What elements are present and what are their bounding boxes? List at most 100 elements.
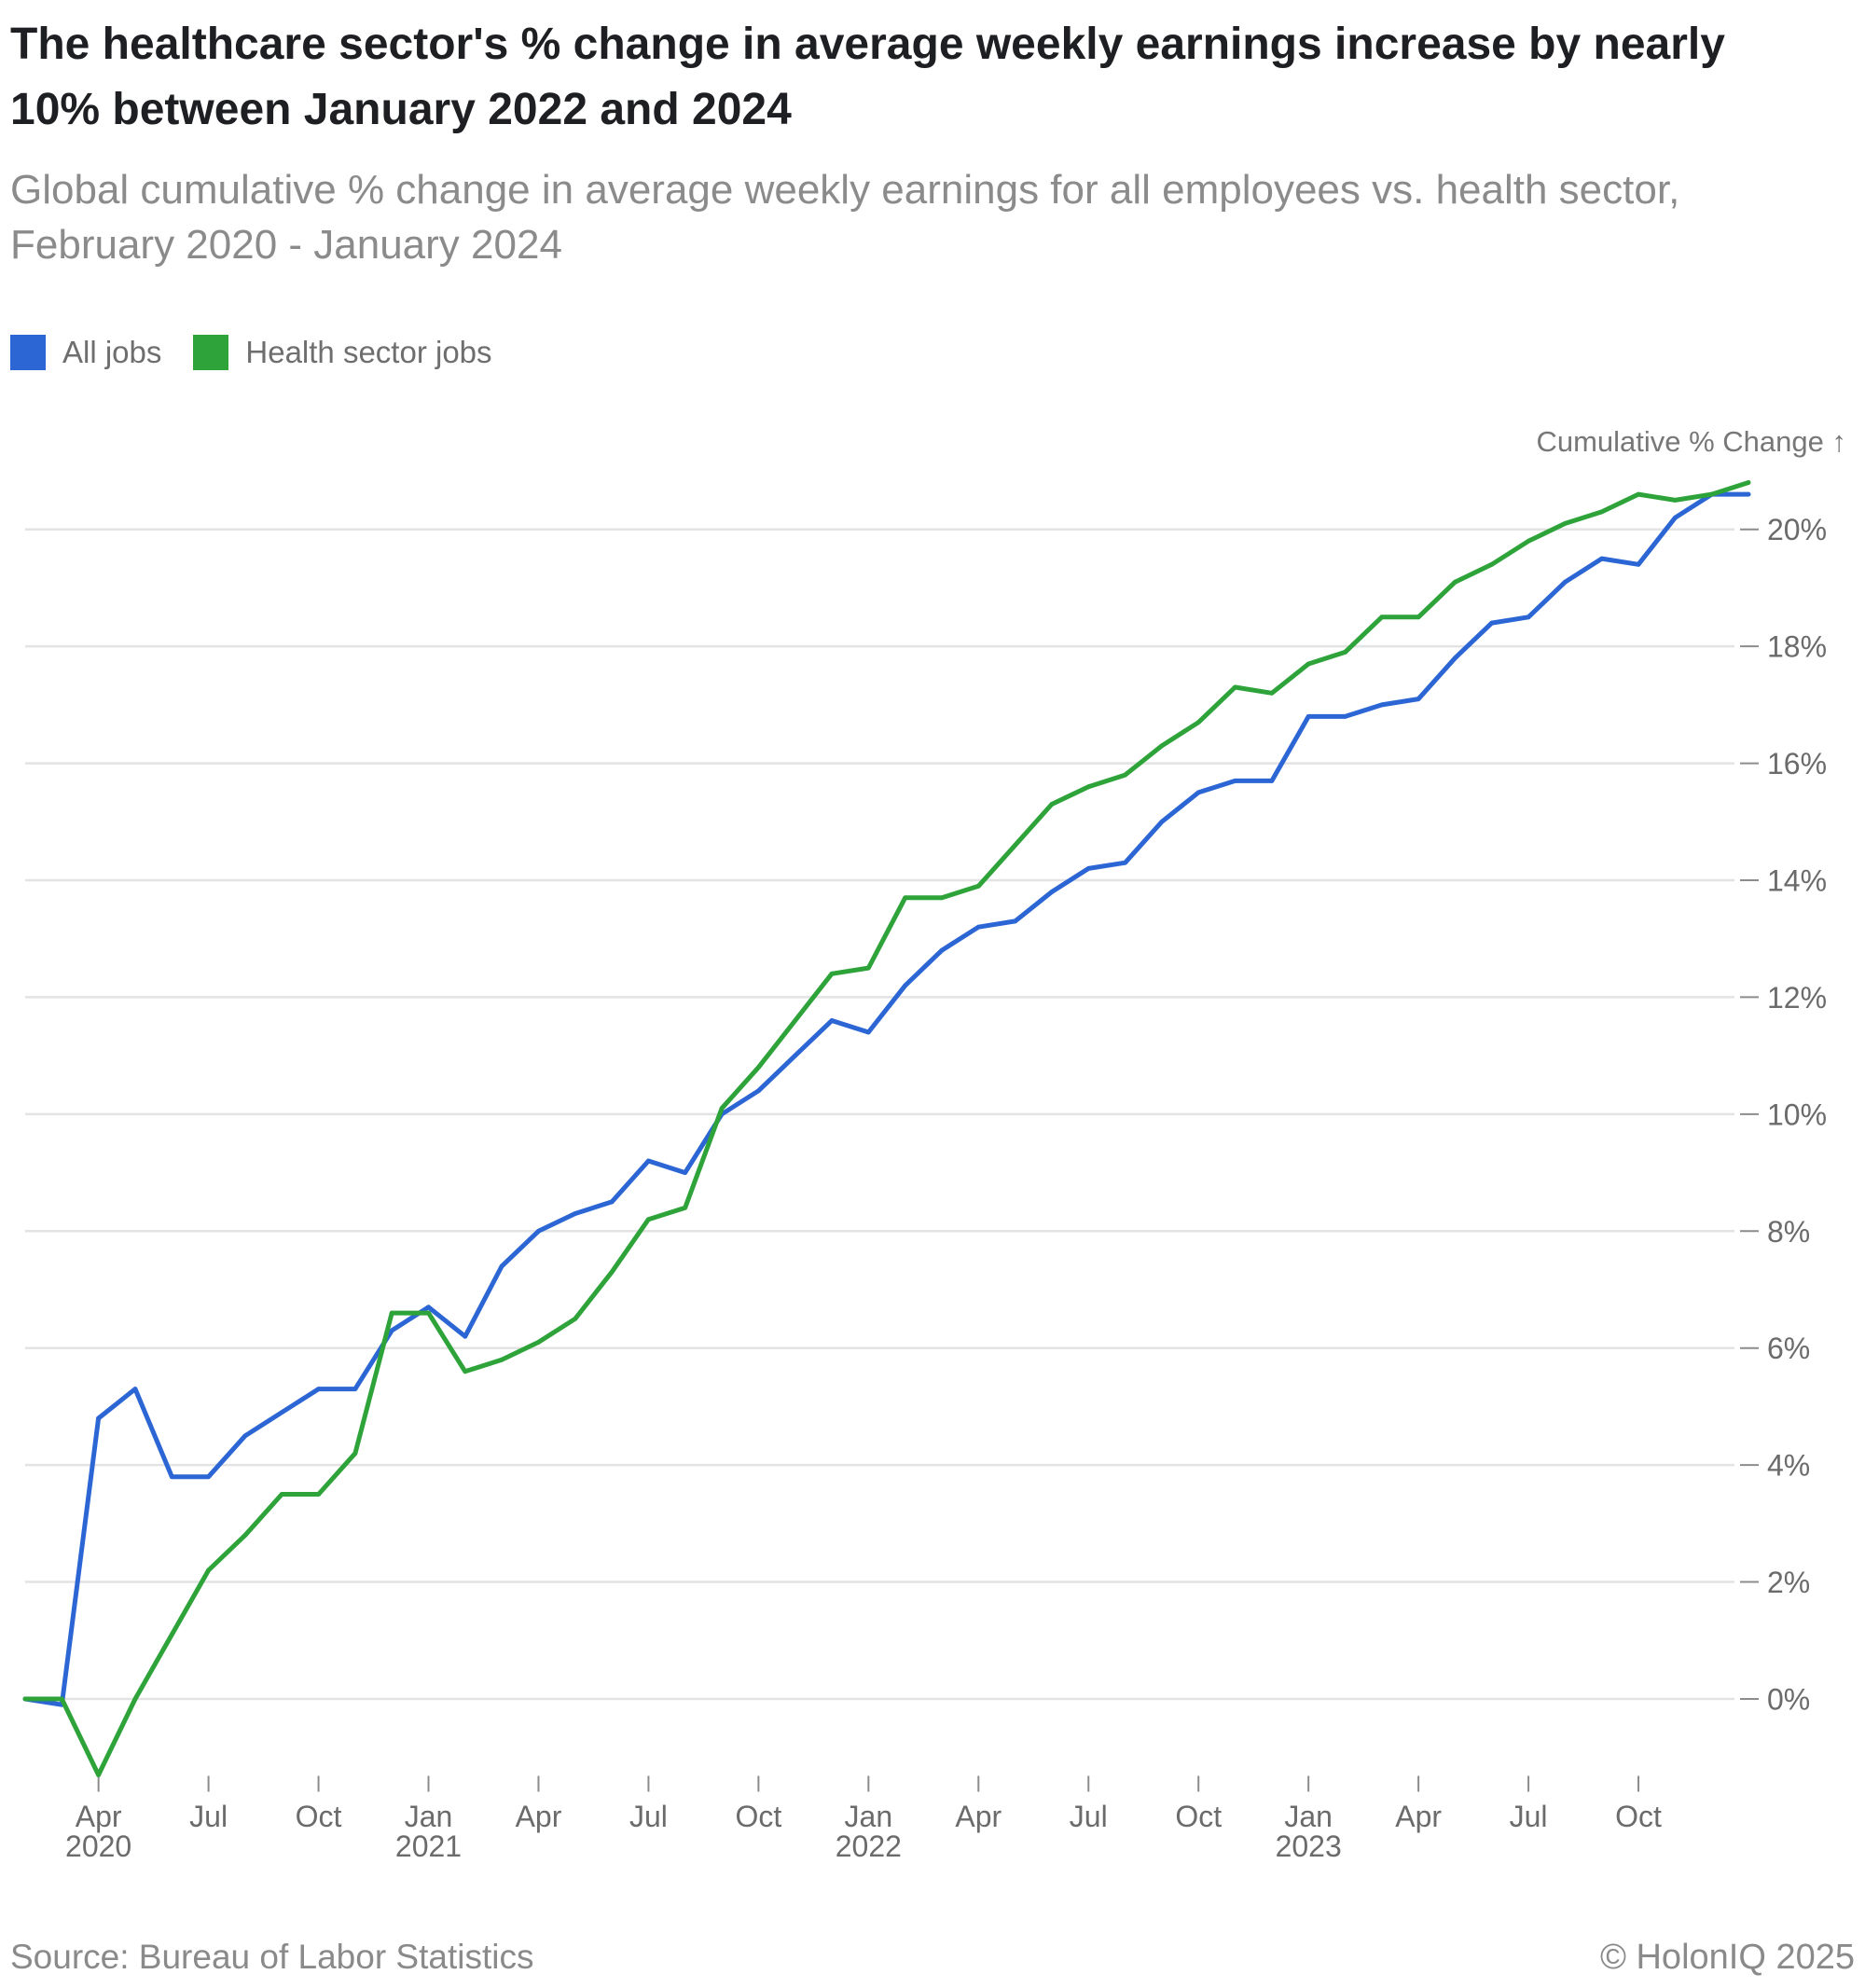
data-point-health-sector-jobs bbox=[389, 1310, 394, 1316]
series-lines bbox=[22, 480, 1751, 1777]
data-point-health-sector-jobs bbox=[1085, 784, 1091, 790]
data-point-all-jobs bbox=[1123, 860, 1127, 865]
x-tick-label: Oct bbox=[735, 1800, 781, 1833]
y-tick-label: 2% bbox=[1767, 1566, 1810, 1599]
y-tick-label: 16% bbox=[1767, 747, 1827, 780]
data-point-health-sector-jobs bbox=[132, 1696, 138, 1702]
data-point-health-sector-jobs bbox=[279, 1492, 284, 1497]
y-tick-label: 18% bbox=[1767, 630, 1827, 664]
y-tick-label: 0% bbox=[1767, 1682, 1810, 1716]
y-axis-title: Cumulative % Change ↑ bbox=[1536, 425, 1846, 458]
data-point-health-sector-jobs bbox=[1233, 684, 1237, 690]
data-point-health-sector-jobs bbox=[22, 1696, 28, 1702]
x-tick-label: Jul bbox=[189, 1800, 228, 1833]
data-point-health-sector-jobs bbox=[573, 1316, 578, 1321]
data-point-all-jobs bbox=[609, 1199, 615, 1205]
data-point-health-sector-jobs bbox=[903, 895, 908, 901]
data-point-all-jobs bbox=[1306, 714, 1311, 719]
data-point-health-sector-jobs bbox=[242, 1533, 248, 1538]
x-tick-label: Jul bbox=[629, 1800, 668, 1833]
data-point-all-jobs bbox=[903, 983, 908, 988]
chart-subtitle: Global cumulative % change in average we… bbox=[10, 167, 1680, 268]
data-point-health-sector-jobs bbox=[499, 1357, 504, 1362]
data-point-health-sector-jobs bbox=[829, 971, 835, 976]
data-point-health-sector-jobs bbox=[975, 883, 981, 889]
legend-swatch-health-sector-jobs bbox=[193, 335, 229, 370]
data-point-all-jobs bbox=[1563, 579, 1568, 585]
x-tick-label: Jul bbox=[1510, 1800, 1548, 1833]
data-point-health-sector-jobs bbox=[1599, 509, 1605, 515]
data-point-health-sector-jobs bbox=[536, 1340, 541, 1345]
data-point-all-jobs bbox=[463, 1333, 468, 1339]
chart-title: The healthcare sector's % change in aver… bbox=[10, 20, 1725, 134]
x-tick-year-label: 2023 bbox=[1276, 1829, 1342, 1863]
x-tick-label: Oct bbox=[1615, 1800, 1662, 1833]
data-point-health-sector-jobs bbox=[1453, 579, 1457, 585]
data-point-health-sector-jobs bbox=[426, 1310, 431, 1316]
data-point-all-jobs bbox=[536, 1228, 541, 1234]
y-tick-label: 4% bbox=[1767, 1449, 1810, 1483]
y-tick-label: 20% bbox=[1767, 513, 1827, 546]
source-note: Source: Bureau of Labor Statistics bbox=[10, 1938, 534, 1976]
data-point-health-sector-jobs bbox=[1379, 614, 1385, 620]
copyright-note: © HolonIQ 2025 bbox=[1599, 1938, 1855, 1977]
legend-label-all-jobs: All jobs bbox=[62, 335, 162, 369]
data-point-all-jobs bbox=[683, 1170, 688, 1175]
data-point-all-jobs bbox=[1489, 620, 1495, 626]
x-tick-label: Apr bbox=[76, 1800, 122, 1833]
data-point-health-sector-jobs bbox=[1526, 538, 1531, 544]
data-point-health-sector-jobs bbox=[646, 1217, 651, 1222]
y-tick-label: 12% bbox=[1767, 981, 1827, 1015]
legend-swatch-all-jobs bbox=[10, 335, 46, 370]
data-point-health-sector-jobs bbox=[756, 1065, 761, 1070]
data-point-health-sector-jobs bbox=[96, 1773, 101, 1777]
data-point-health-sector-jobs bbox=[1195, 720, 1201, 725]
data-point-all-jobs bbox=[1159, 819, 1165, 824]
chart-legend: All jobs Health sector jobs bbox=[10, 335, 524, 370]
data-point-all-jobs bbox=[793, 1053, 798, 1058]
data-point-all-jobs bbox=[1526, 614, 1531, 620]
data-point-all-jobs bbox=[1673, 515, 1678, 520]
x-tick-label: Jan bbox=[845, 1800, 893, 1833]
x-tick-label: Apr bbox=[955, 1800, 1002, 1833]
x-tick-label: Jan bbox=[1284, 1800, 1333, 1833]
data-point-all-jobs bbox=[132, 1387, 138, 1391]
x-tick-label: Apr bbox=[1395, 1800, 1442, 1833]
data-point-all-jobs bbox=[169, 1474, 174, 1480]
data-point-health-sector-jobs bbox=[1746, 480, 1751, 485]
x-tick-label: Jul bbox=[1070, 1800, 1108, 1833]
data-point-all-jobs bbox=[756, 1088, 761, 1094]
data-point-all-jobs bbox=[939, 947, 945, 953]
data-point-health-sector-jobs bbox=[1049, 802, 1055, 807]
data-point-health-sector-jobs bbox=[316, 1492, 321, 1497]
data-point-all-jobs bbox=[1049, 890, 1055, 894]
data-point-health-sector-jobs bbox=[1636, 491, 1641, 497]
data-point-all-jobs bbox=[573, 1211, 578, 1216]
data-point-health-sector-jobs bbox=[59, 1696, 64, 1702]
data-point-all-jobs bbox=[426, 1305, 431, 1310]
data-point-all-jobs bbox=[206, 1474, 212, 1480]
y-tick-label: 10% bbox=[1767, 1098, 1827, 1131]
data-point-health-sector-jobs bbox=[1489, 561, 1495, 567]
data-point-all-jobs bbox=[829, 1018, 835, 1023]
y-tick-label: 6% bbox=[1767, 1332, 1810, 1365]
data-point-all-jobs bbox=[1195, 790, 1201, 795]
x-tick-year-label: 2020 bbox=[65, 1829, 131, 1863]
data-point-health-sector-jobs bbox=[1563, 521, 1568, 526]
data-point-all-jobs bbox=[499, 1263, 504, 1269]
data-point-all-jobs bbox=[352, 1387, 358, 1391]
x-tick-year-label: 2021 bbox=[395, 1829, 462, 1863]
x-tick-label: Oct bbox=[1175, 1800, 1222, 1833]
data-point-health-sector-jobs bbox=[1709, 491, 1715, 497]
data-point-health-sector-jobs bbox=[169, 1632, 174, 1637]
series-health-sector-jobs bbox=[22, 480, 1751, 1777]
data-point-health-sector-jobs bbox=[939, 895, 945, 901]
data-point-all-jobs bbox=[389, 1328, 394, 1333]
data-point-health-sector-jobs bbox=[1673, 498, 1678, 503]
data-point-health-sector-jobs bbox=[1343, 650, 1347, 655]
series-all-jobs bbox=[22, 491, 1751, 1707]
data-point-health-sector-jobs bbox=[609, 1269, 615, 1275]
data-point-all-jobs bbox=[646, 1158, 651, 1164]
data-point-health-sector-jobs bbox=[865, 965, 871, 971]
y-tick-label: 14% bbox=[1767, 864, 1827, 898]
